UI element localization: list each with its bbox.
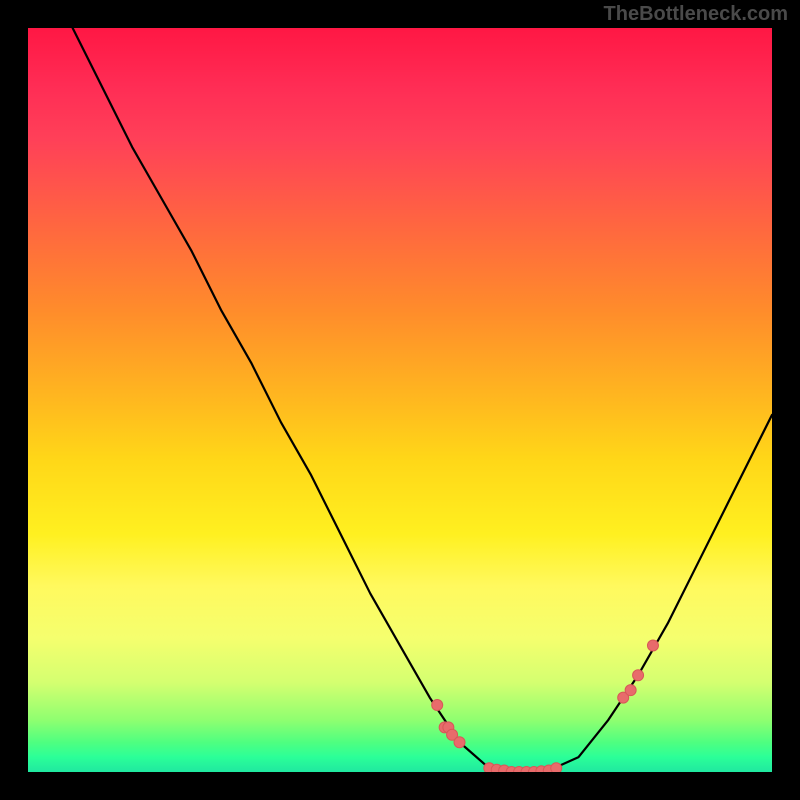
scatter-point	[432, 700, 443, 711]
scatter-point	[454, 737, 465, 748]
plot-area	[28, 28, 772, 772]
watermark: TheBottleneck.com	[604, 3, 788, 26]
scatter-point	[647, 640, 658, 651]
scatter-point	[633, 670, 644, 681]
scatter-point	[551, 763, 562, 772]
chart-svg	[28, 28, 772, 772]
scatter-point	[625, 685, 636, 696]
curve-line	[73, 28, 772, 772]
scatter-markers	[432, 640, 659, 772]
